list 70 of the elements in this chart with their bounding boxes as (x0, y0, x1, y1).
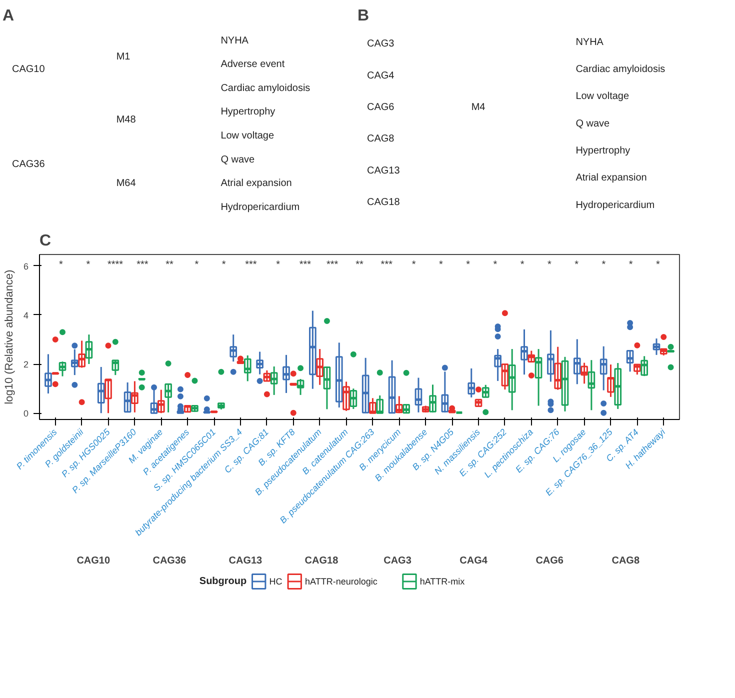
annotation: **** (107, 259, 124, 270)
category-label: M48 (116, 114, 136, 126)
category-label: Cardiac amyloidosis (576, 64, 666, 75)
y-tick-label: 2 (23, 360, 29, 370)
annotation: * (574, 259, 579, 270)
legend-label: HC (269, 576, 283, 586)
category-label: CAG6 (366, 102, 395, 113)
text: B (358, 8, 370, 24)
category-label: Hydropericardium (576, 200, 655, 211)
annotation: *** (326, 259, 338, 270)
annotation: * (466, 259, 470, 270)
text: A (2, 8, 14, 24)
annotation: *** (380, 259, 393, 270)
category-label: NYHA (220, 35, 248, 46)
annotation: * (86, 259, 90, 270)
annotation: * (438, 259, 443, 270)
category-label: Low voltage (220, 130, 274, 142)
annotation: * (194, 259, 199, 270)
category-label: M4 (471, 102, 486, 113)
chart-title: C (40, 232, 52, 250)
category-label: CAG36 (12, 159, 46, 170)
y-axis-title: log10 (Relative abundance) (3, 270, 16, 404)
legend-label: hATTR-neurologic (304, 576, 378, 586)
legend-label: hATTR-mix (420, 576, 466, 586)
y-tick-label: 0 (23, 408, 29, 419)
category-label: Hypertrophy (576, 145, 630, 156)
y-tick-label: 4 (23, 310, 29, 320)
category-label: CAG13 (366, 165, 400, 176)
annotation: * (59, 259, 64, 270)
category-label: Adverse event (220, 59, 285, 70)
text: CAG13 (228, 556, 263, 566)
category-label: M1 (116, 51, 130, 62)
annotation: *** (299, 259, 312, 270)
category-label: NYHA (576, 36, 604, 48)
text: CAG10 (76, 556, 110, 566)
text: CAG8 (612, 556, 640, 566)
category-label: CAG4 (366, 70, 395, 82)
category-label: CAG10 (12, 64, 46, 75)
text: CAG6 (536, 556, 564, 566)
category-label: Q wave (220, 154, 255, 166)
annotation: * (628, 259, 633, 270)
category-label: Hydropericardium (220, 202, 300, 213)
category-label: Atrial expansion (576, 172, 647, 184)
annotation: * (493, 259, 498, 270)
category-label: CAG8 (366, 134, 395, 145)
annotation: * (222, 259, 226, 270)
legend-title: Subgroup (199, 576, 247, 587)
annotation: * (412, 259, 416, 270)
category-label: Cardiac amyloidosis (220, 82, 310, 94)
category-label: CAG18 (366, 197, 400, 208)
annotation: *** (245, 259, 257, 270)
annotation: ** (166, 259, 174, 270)
annotation: *** (136, 259, 148, 270)
annotation: * (520, 259, 524, 270)
text: CAG18 (304, 556, 339, 566)
annotation: * (656, 259, 660, 270)
category-label: M64 (116, 178, 136, 190)
annotation: * (548, 259, 552, 270)
text: CAG4 (460, 556, 488, 566)
annotation: * (602, 259, 606, 270)
category-label: Hypertrophy (220, 106, 276, 118)
category-label: CAG3 (366, 38, 395, 50)
annotation: * (276, 259, 280, 270)
category-label: Atrial expansion (220, 178, 292, 190)
text: CAG36 (152, 556, 187, 566)
text: CAG3 (384, 556, 412, 566)
annotation: ** (356, 259, 364, 270)
category-label: Q wave (576, 118, 610, 130)
y-tick-label: 6 (23, 261, 29, 272)
category-label: Low voltage (576, 91, 630, 102)
